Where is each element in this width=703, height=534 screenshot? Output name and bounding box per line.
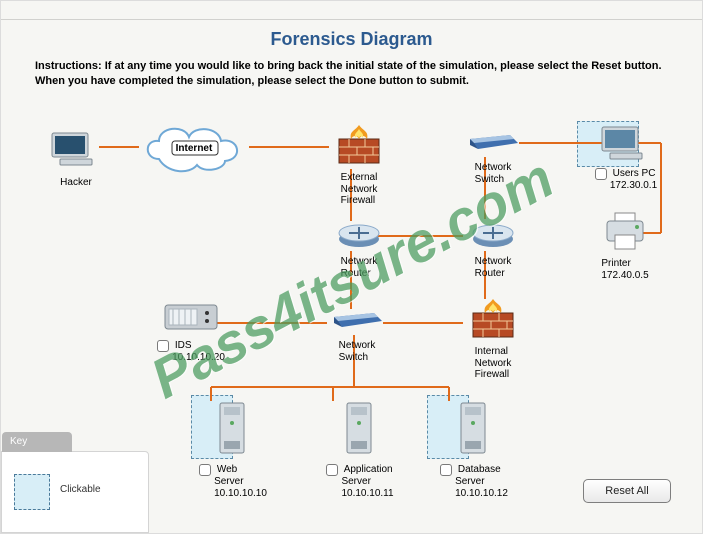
node-router-right[interactable]: Network Router — [463, 221, 523, 281]
switch-icon — [466, 131, 520, 155]
web-label: Web Server 10.10.10.10 — [199, 464, 267, 499]
printer-icon — [603, 211, 647, 251]
server-icon — [216, 401, 250, 457]
node-printer[interactable]: Printer 172.40.0.5 — [585, 211, 665, 283]
users-pc-checkbox[interactable] — [595, 168, 607, 180]
internet-label: Internet — [139, 143, 249, 154]
app-checkbox[interactable] — [326, 464, 338, 476]
firewall-icon — [471, 299, 515, 339]
web-checkbox[interactable] — [199, 464, 211, 476]
node-external-firewall[interactable]: External Network Firewall — [329, 125, 389, 208]
db-label: Database Server 10.10.10.12 — [440, 464, 508, 499]
ids-label: IDS 10.10.10.20 — [157, 340, 225, 364]
reset-all-button[interactable]: Reset All — [583, 479, 671, 503]
instructions-text: If at any time you would like to bring b… — [35, 60, 662, 87]
ext-fw-label: External Network Firewall — [341, 172, 378, 207]
instructions: Instructions: If at any time you would l… — [35, 59, 682, 89]
pc-icon — [50, 131, 102, 167]
instructions-label: Instructions: — [35, 60, 102, 72]
ids-icon — [163, 299, 219, 333]
node-app-server[interactable]: Application Server 10.10.10.11 — [315, 401, 405, 501]
switch-icon — [330, 309, 384, 333]
ids-checkbox[interactable] — [157, 340, 169, 352]
switch-mid-label: Network Switch — [339, 340, 376, 363]
router-left-label: Network Router — [341, 256, 378, 279]
router-right-label: Network Router — [475, 256, 512, 279]
node-internet[interactable]: Internet — [139, 119, 249, 180]
db-checkbox[interactable] — [440, 464, 452, 476]
app-label: Application Server 10.10.10.11 — [326, 464, 393, 499]
divider — [1, 19, 702, 20]
node-router-left[interactable]: Network Router — [329, 221, 389, 281]
server-icon — [343, 401, 377, 457]
page-title: Forensics Diagram — [1, 29, 702, 50]
key-label: Clickable — [60, 484, 101, 495]
node-internal-firewall[interactable]: Internal Network Firewall — [463, 299, 523, 382]
node-hacker[interactable]: Hacker — [46, 131, 106, 190]
node-switch-mid[interactable]: Network Switch — [327, 309, 387, 365]
pc-icon — [600, 125, 652, 161]
node-switch-top[interactable]: Network Switch — [463, 131, 523, 187]
node-db-server[interactable]: Database Server 10.10.10.12 — [429, 401, 519, 501]
int-fw-label: Internal Network Firewall — [475, 346, 512, 381]
key-swatch — [14, 474, 50, 510]
node-web-server[interactable]: Web Server 10.10.10.10 — [193, 401, 273, 501]
page: Forensics Diagram Instructions: If at an… — [0, 0, 703, 534]
server-icon — [457, 401, 491, 457]
hacker-label: Hacker — [60, 177, 92, 189]
router-icon — [471, 221, 515, 249]
key-panel: Key Clickable — [1, 451, 149, 533]
key-tab: Key — [2, 432, 72, 452]
switch-top-label: Network Switch — [475, 162, 512, 185]
firewall-icon — [337, 125, 381, 165]
router-icon — [337, 221, 381, 249]
printer-label: Printer 172.40.0.5 — [601, 258, 648, 281]
node-ids[interactable]: IDS 10.10.10.20 — [151, 299, 231, 365]
node-users-pc[interactable]: Users PC 172.30.0.1 — [581, 125, 671, 193]
users-pc-label: Users PC 172.30.0.1 — [595, 168, 657, 192]
